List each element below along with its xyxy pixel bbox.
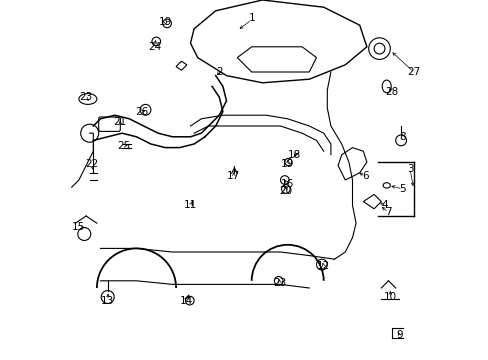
Text: 14: 14 — [180, 296, 193, 306]
Text: 5: 5 — [399, 184, 406, 194]
Text: 17: 17 — [226, 171, 240, 181]
Text: 4: 4 — [381, 200, 387, 210]
Text: 27: 27 — [406, 67, 420, 77]
Text: 19: 19 — [158, 17, 172, 27]
Text: 15: 15 — [72, 222, 85, 232]
Text: 19: 19 — [281, 159, 294, 169]
Text: 9: 9 — [395, 330, 402, 340]
Text: 25: 25 — [117, 141, 130, 151]
Text: 6: 6 — [361, 171, 367, 181]
Text: 7: 7 — [385, 207, 391, 217]
Text: 13: 13 — [101, 296, 114, 306]
Text: 26: 26 — [135, 107, 148, 117]
Text: 20: 20 — [279, 186, 292, 196]
Text: 1: 1 — [248, 13, 254, 23]
Text: 24: 24 — [147, 42, 161, 52]
Text: 21: 21 — [113, 117, 127, 127]
Text: 28: 28 — [385, 87, 398, 97]
Text: 3: 3 — [406, 164, 412, 174]
Text: 16: 16 — [281, 179, 294, 189]
Text: 12: 12 — [316, 261, 330, 271]
Text: 8: 8 — [399, 132, 406, 142]
Text: 23: 23 — [273, 278, 286, 288]
Text: 22: 22 — [85, 159, 98, 169]
Text: 11: 11 — [183, 200, 197, 210]
Text: 10: 10 — [383, 292, 396, 302]
Text: 23: 23 — [79, 92, 92, 102]
Text: 2: 2 — [216, 67, 222, 77]
Text: 18: 18 — [288, 150, 301, 160]
